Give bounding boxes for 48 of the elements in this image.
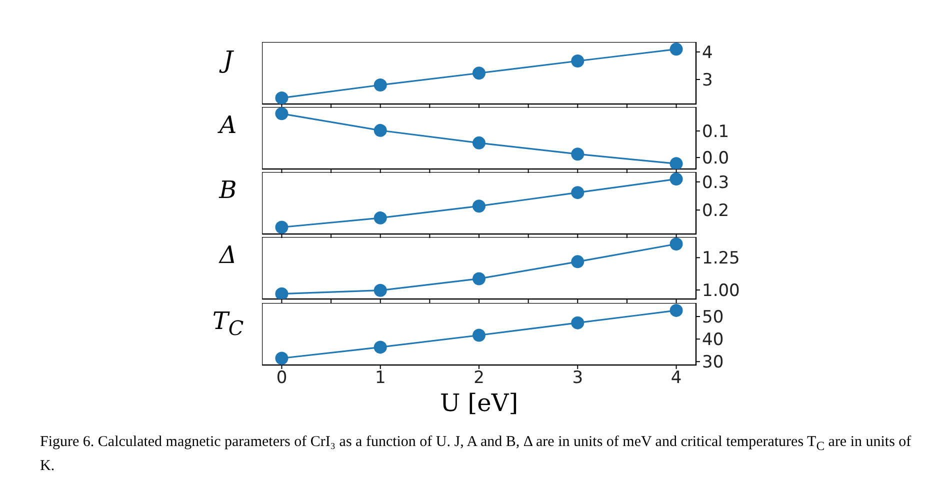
point <box>275 107 288 120</box>
point <box>472 66 486 80</box>
y-tick-label: 0.0 <box>702 148 730 169</box>
point <box>374 284 387 297</box>
y-tick-label: 1.25 <box>702 248 740 269</box>
point <box>275 91 288 104</box>
point <box>670 304 683 317</box>
y-tick-label: 0.2 <box>702 201 730 222</box>
y-axis-title: Δ <box>218 241 238 269</box>
text: Figure 6. Calculated magnetic parameters of CrI₃ as a function of U. J, A and B, Δ are in units of meV and critical temperatures T$_{C}$ are in units of K. <box>40 434 912 474</box>
point <box>571 54 584 68</box>
point <box>670 157 683 169</box>
x-tick-label: 3 <box>572 368 584 388</box>
point <box>670 172 683 186</box>
point <box>670 42 683 56</box>
x-axis-title: U [eV] <box>438 389 520 417</box>
point <box>571 255 584 268</box>
point <box>472 328 486 342</box>
point <box>472 272 486 286</box>
y-axis-title: B <box>218 176 238 204</box>
point <box>571 186 584 200</box>
point <box>472 200 486 213</box>
y-tick-label: 50 <box>702 308 724 328</box>
y-tick-label: 40 <box>702 330 724 350</box>
x-tick-label: 1 <box>374 368 386 388</box>
y-tick-label: 1.00 <box>702 280 740 301</box>
y-axis-title: J <box>218 46 235 74</box>
point <box>374 211 387 224</box>
point <box>472 136 486 150</box>
point <box>374 340 387 354</box>
x-tick-label: 2 <box>474 368 484 388</box>
x-tick-label: 4 <box>670 368 682 388</box>
point <box>275 220 288 234</box>
y-tick-label: 0.3 <box>702 172 730 193</box>
y-tick-label: 0.1 <box>702 122 730 142</box>
point <box>275 352 288 365</box>
y-tick-label: 30 <box>702 352 724 373</box>
y-axis-title: T$_{C}$ <box>211 307 245 340</box>
y-axis-title: A <box>216 111 238 139</box>
point <box>571 148 584 161</box>
point <box>571 316 584 330</box>
point <box>374 78 387 92</box>
x-tick-label: 0 <box>276 368 288 388</box>
y-tick-label: 4 <box>702 42 713 63</box>
point <box>670 237 683 250</box>
point <box>374 124 387 137</box>
y-tick-label: 3 <box>702 70 713 91</box>
point <box>275 287 288 299</box>
